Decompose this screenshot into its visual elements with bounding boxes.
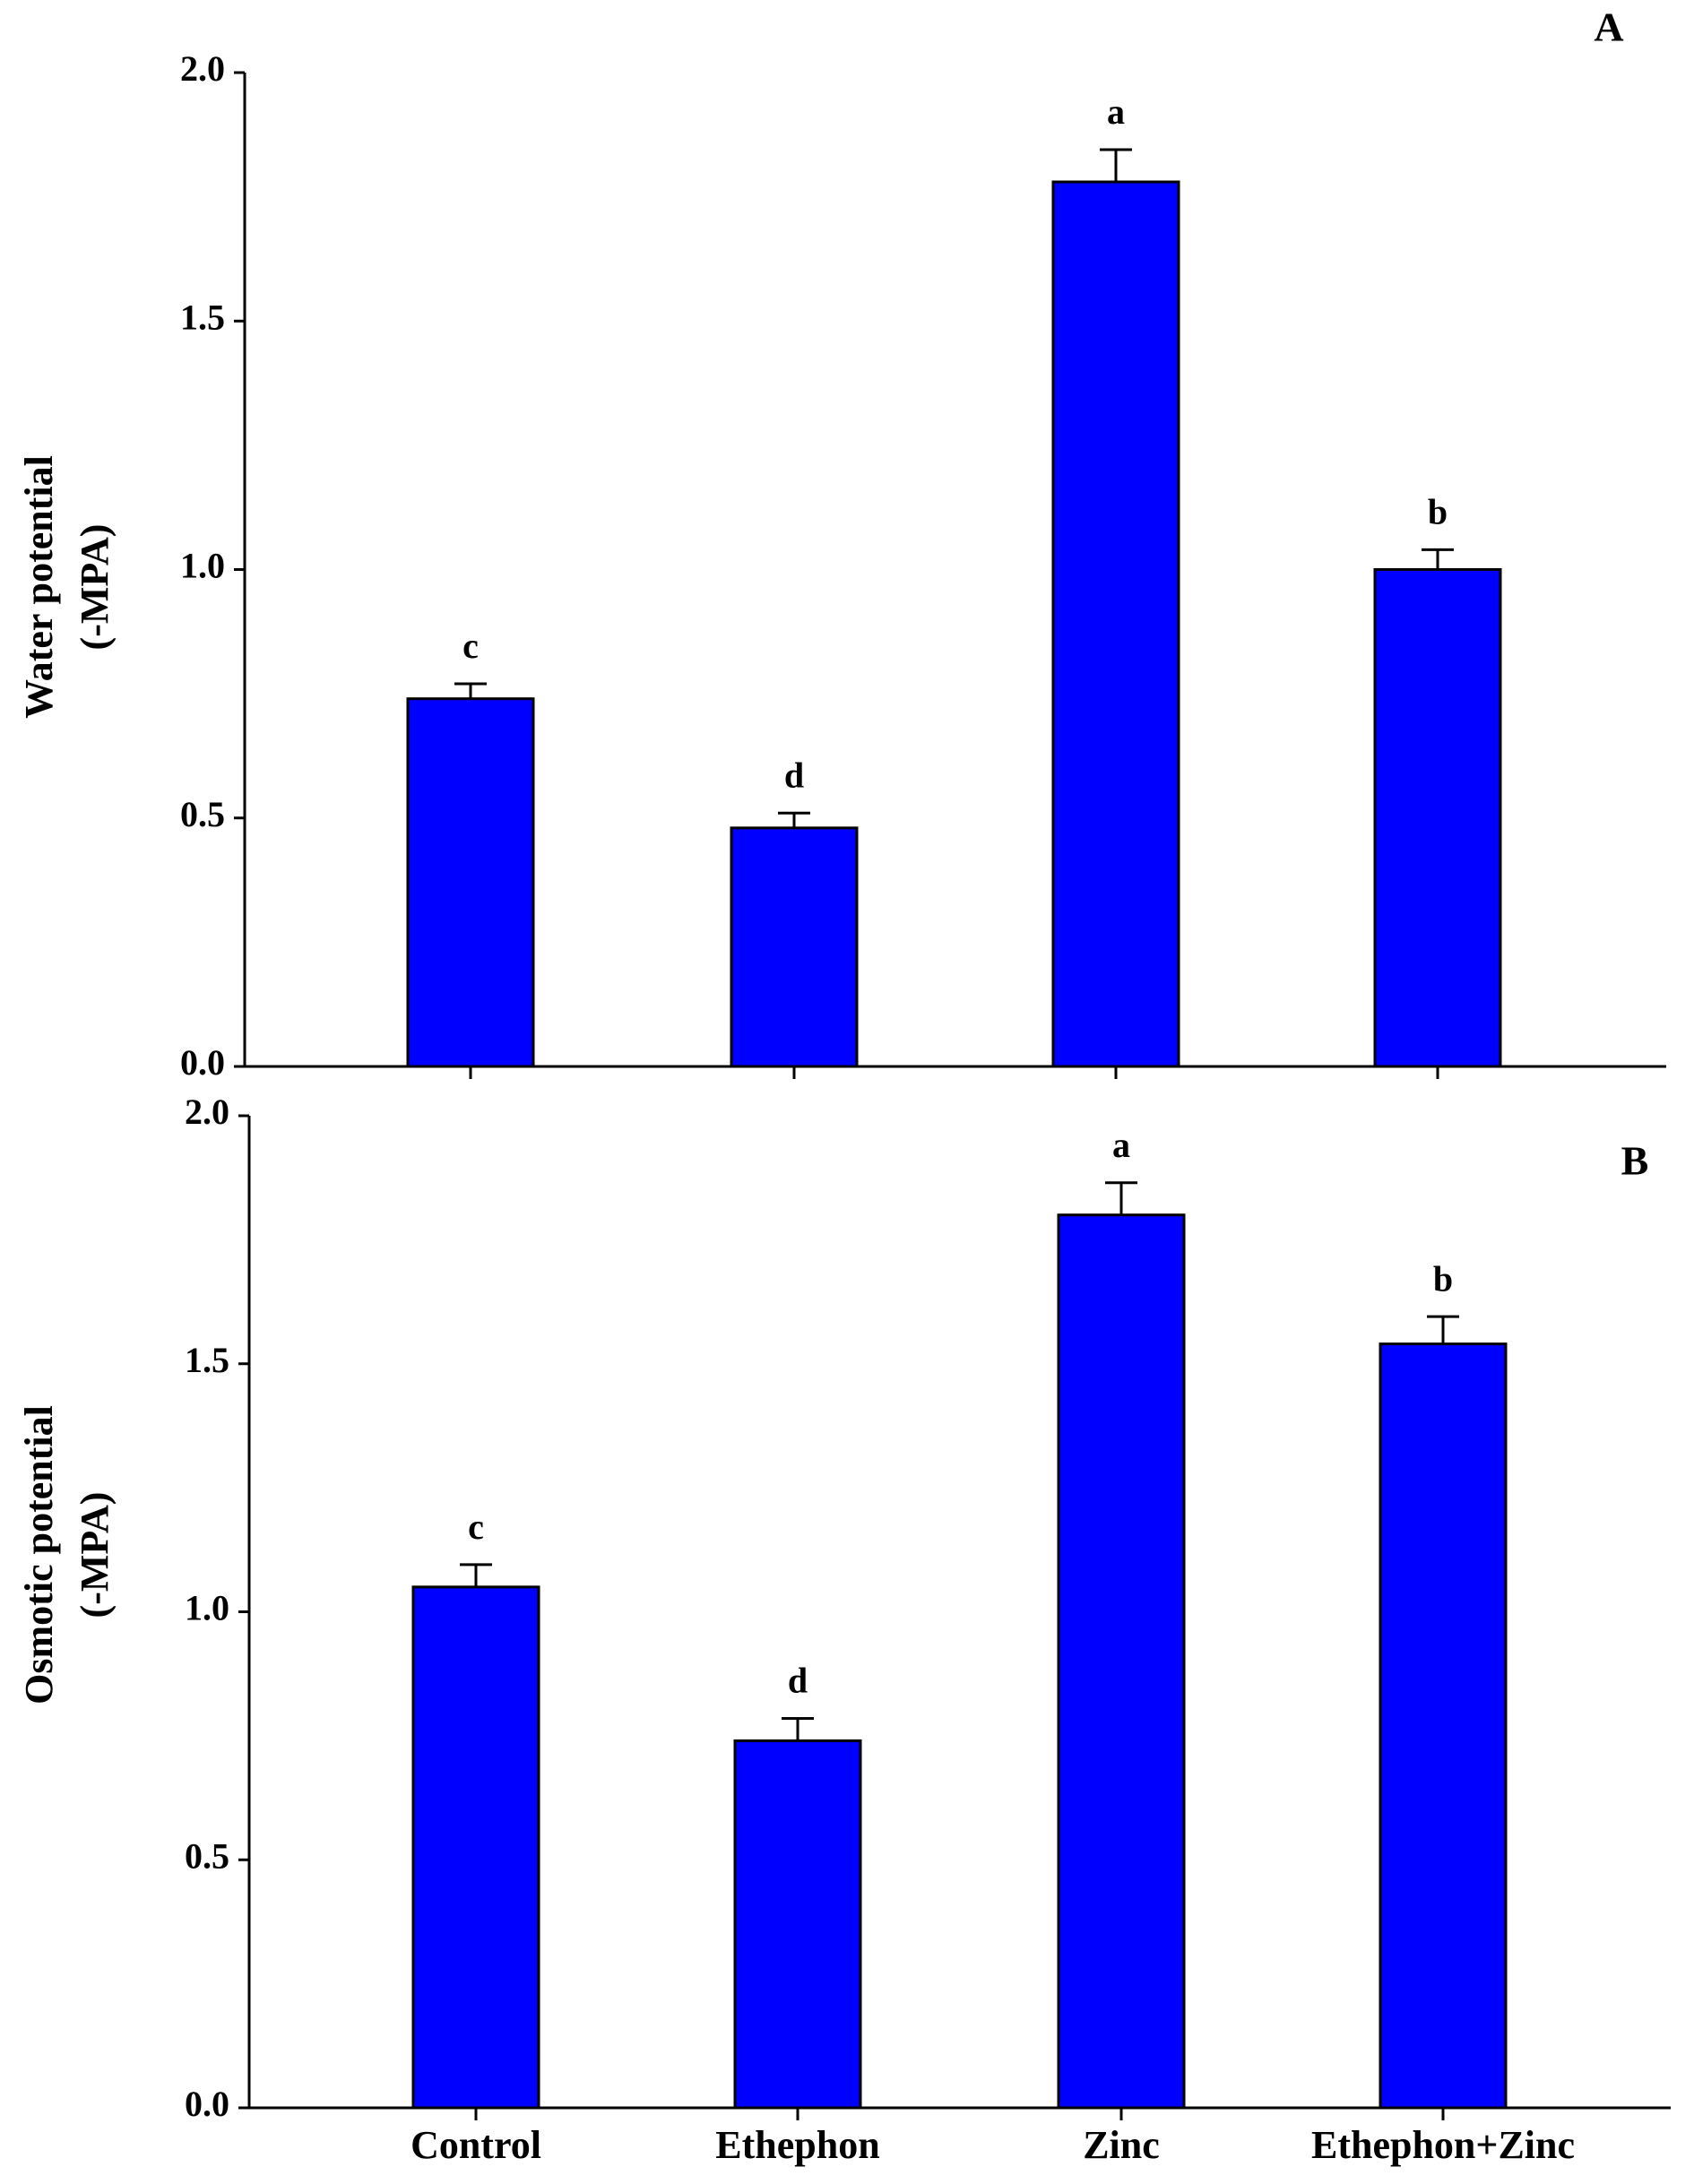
bar [1051,180,1180,1068]
bar [1379,1342,1508,2110]
y-tick-label: 1.5 [180,297,225,337]
significance-letter: d [788,1661,808,1701]
significance-letter: a [1112,1125,1130,1165]
y-tick-label: 2.0 [180,48,225,89]
bar [1057,1213,1186,2110]
y-axis-label: Osmotic potential [17,1405,61,1705]
y-tick-label: 0.5 [185,1835,229,1876]
bar [1373,568,1502,1068]
bar [411,1585,540,2110]
panel-label: A [1594,4,1623,50]
y-tick-label: 1.0 [180,546,225,586]
y-tick-label: 0.0 [185,2084,229,2124]
significance-letter: b [1433,1258,1453,1299]
bar [406,697,535,1068]
x-tick-label: Ethephon+Zinc [1311,2123,1575,2167]
y-tick-label: 2.0 [185,1092,229,1132]
significance-letter: a [1107,91,1125,132]
y-axis-label: (-MPA) [73,1492,117,1619]
bar [733,1739,862,2110]
y-axis-label: (-MPA) [73,524,117,651]
x-tick-label: Control [411,2123,541,2167]
panel-label: B [1621,1138,1649,1184]
y-tick-label: 0.0 [180,1042,225,1083]
y-axis-label: Water potential [17,455,61,719]
y-tick-label: 1.0 [185,1588,229,1628]
y-tick-label: 1.5 [185,1340,229,1380]
significance-letter: b [1428,491,1448,531]
significance-letter: c [468,1506,484,1547]
bar [730,826,859,1068]
x-tick-label: Zinc [1083,2123,1160,2167]
y-tick-label: 0.5 [180,794,225,834]
x-tick-label: Ethephon [715,2123,879,2167]
significance-letter: c [462,626,479,666]
significance-letter: d [784,755,804,795]
